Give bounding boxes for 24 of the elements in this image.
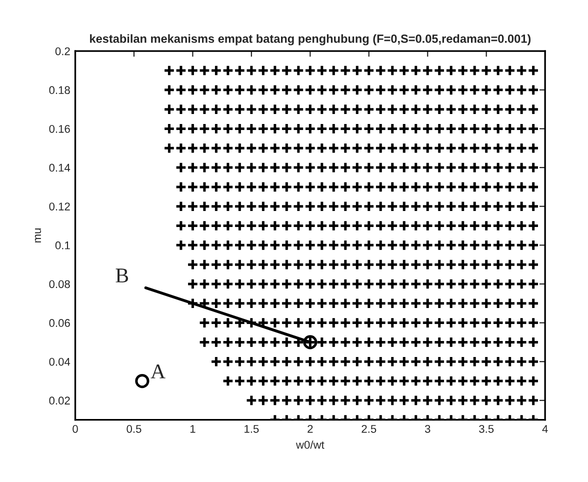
y-tick-label: 0.12	[49, 202, 70, 210]
y-tick-label: 0.16	[49, 124, 70, 133]
y-tick-label: 0.02	[49, 396, 70, 405]
x-tick-label: 0	[72, 424, 78, 433]
y-axis-title: mu	[34, 228, 42, 242]
annotation: A	[150, 364, 166, 378]
y-tick-label: 0.04	[49, 358, 70, 366]
y-tick-label: 0.18	[49, 86, 70, 94]
x-tick-label: 3.5	[479, 424, 494, 433]
x-tick-label: 0.5	[126, 424, 142, 433]
x-tick-label: 3	[424, 424, 430, 433]
x-tick-label: 2.5	[362, 424, 376, 433]
y-tick-label: 0.1	[55, 241, 70, 250]
chart-title: kestabilan mekanisms empat batang penghubung (F=0,S=0.05,redaman=0.001)	[90, 34, 531, 46]
y-tick-label: 0.08	[49, 280, 70, 288]
x-tick-label: 2	[308, 424, 313, 433]
annotation: B	[116, 268, 128, 282]
y-tick-label: 0.06	[49, 319, 70, 327]
x-tick-label: 4	[542, 425, 548, 433]
y-tick-label: 0.2	[55, 47, 70, 56]
x-tick-label: 1.5	[244, 425, 259, 433]
x-axis-title: w0/wt	[296, 440, 324, 449]
x-tick-label: 1	[190, 425, 196, 433]
y-tick-label: 0.14	[49, 164, 70, 172]
